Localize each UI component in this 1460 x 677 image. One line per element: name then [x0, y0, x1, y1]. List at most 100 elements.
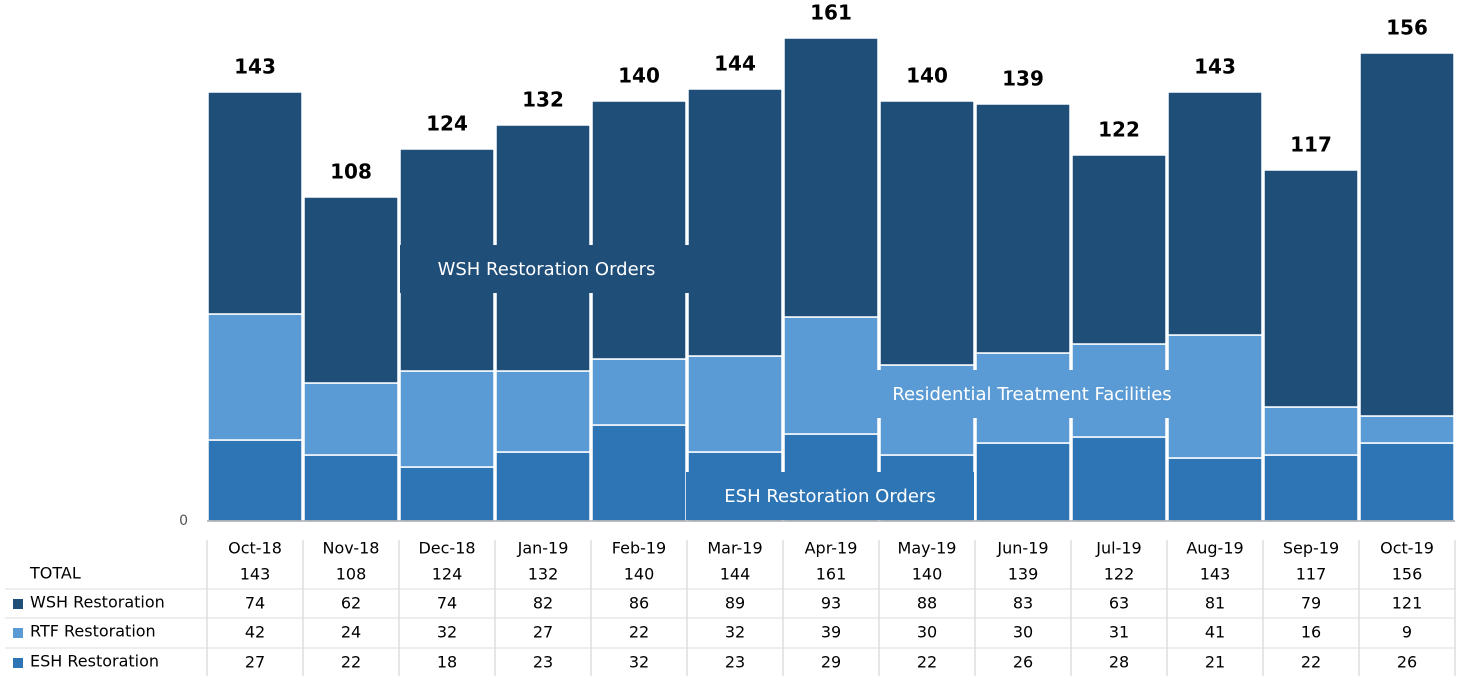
total-label: 122 [1098, 118, 1140, 142]
total-label: 108 [330, 160, 372, 184]
table-cell: 27 [533, 623, 553, 642]
table-cell: 22 [629, 623, 649, 642]
table-cell: 30 [917, 623, 937, 642]
table-cell: 18 [437, 653, 457, 672]
total-label: 140 [618, 64, 660, 88]
bar-segment [1071, 154, 1167, 345]
x-tick-label: Apr-19 [805, 539, 858, 558]
table-cell: 28 [1109, 653, 1129, 672]
bar-segment [1071, 436, 1167, 522]
total-label: 161 [810, 1, 852, 25]
bar-segment [591, 424, 687, 522]
bar-segment [1263, 454, 1359, 522]
table-cell: 140 [624, 565, 655, 584]
bar-segment [687, 355, 783, 453]
table-cell: 32 [629, 653, 649, 672]
table-cell: 161 [816, 565, 847, 584]
bar-segment [975, 442, 1071, 522]
bar-segment [1359, 52, 1455, 417]
bar-segment [591, 358, 687, 426]
bar-segment [591, 100, 687, 360]
table-cell: 74 [437, 594, 457, 613]
legend-swatch [13, 599, 23, 609]
table-cell: 31 [1109, 623, 1129, 642]
total-label: 144 [714, 52, 756, 76]
table-cell: 93 [821, 594, 841, 613]
legend-label: WSH Restoration [30, 593, 165, 612]
table-cell: 32 [725, 623, 745, 642]
table-cell: 62 [341, 594, 361, 613]
table-cell: 29 [821, 653, 841, 672]
table-cell: 30 [1013, 623, 1033, 642]
bar-segment [207, 439, 303, 522]
table-cell: 139 [1008, 565, 1039, 584]
table-cell: 79 [1301, 594, 1321, 613]
x-tick-label: Sep-19 [1283, 539, 1339, 558]
bar-segment [1263, 169, 1359, 408]
table-cell: 74 [245, 594, 265, 613]
table-cell: 124 [432, 565, 463, 584]
x-tick-label: Dec-18 [418, 539, 475, 558]
table-cell: 121 [1392, 594, 1423, 613]
table-cell: 132 [528, 565, 559, 584]
table-cell: 81 [1205, 594, 1225, 613]
table-cell: 26 [1013, 653, 1033, 672]
bar-segment [495, 370, 591, 453]
table-cell: 143 [1200, 565, 1231, 584]
total-label: 156 [1386, 16, 1428, 40]
bar-segment [687, 88, 783, 357]
bar-segment [1167, 457, 1263, 522]
table-row-label: TOTAL [29, 564, 81, 583]
bar-segment [1359, 442, 1455, 522]
table-cell: 22 [917, 653, 937, 672]
total-label: 117 [1290, 133, 1332, 157]
table-cell: 41 [1205, 623, 1225, 642]
table-cell: 63 [1109, 594, 1129, 613]
table-cell: 42 [245, 623, 265, 642]
table-cell: 86 [629, 594, 649, 613]
x-tick-label: Aug-19 [1186, 539, 1243, 558]
x-tick-label: Oct-19 [1380, 539, 1434, 558]
table-cell: 156 [1392, 565, 1423, 584]
table-cell: 26 [1397, 653, 1417, 672]
table-cell: 108 [336, 565, 367, 584]
total-label: 132 [522, 88, 564, 112]
bar-segment [975, 103, 1071, 354]
bar-segment [303, 454, 399, 522]
table-cell: 39 [821, 623, 841, 642]
bar-segment [1167, 91, 1263, 336]
x-tick-label: May-19 [898, 539, 957, 558]
bar-segment [495, 451, 591, 522]
bar-segment [879, 100, 975, 366]
x-tick-label: Jan-19 [517, 539, 569, 558]
total-label: 139 [1002, 67, 1044, 91]
table-cell: 21 [1205, 653, 1225, 672]
annotation-box [400, 245, 693, 293]
annotation: WSH Restoration Orders [438, 259, 656, 280]
table-cell: 32 [437, 623, 457, 642]
table-cell: 140 [912, 565, 943, 584]
x-tick-label: Jul-19 [1095, 539, 1141, 558]
x-tick-label: Jun-19 [996, 539, 1048, 558]
x-tick-label: Nov-18 [323, 539, 380, 558]
legend-label: ESH Restoration [30, 652, 159, 671]
bar-segment [399, 466, 495, 522]
table-cell: 83 [1013, 594, 1033, 613]
x-tick-label: Oct-18 [228, 539, 282, 558]
total-label: 140 [906, 64, 948, 88]
table-cell: 117 [1296, 565, 1327, 584]
bar-segment [207, 91, 303, 315]
bar-segment [207, 313, 303, 441]
table-cell: 22 [341, 653, 361, 672]
x-tick-label: Mar-19 [707, 539, 762, 558]
table-cell: 143 [240, 565, 271, 584]
y-tick-label: 0 [179, 513, 188, 529]
bar-segment [303, 196, 399, 384]
table-cell: 16 [1301, 623, 1321, 642]
bar-segment [399, 370, 495, 468]
table-cell: 122 [1104, 565, 1135, 584]
table-cell: 23 [725, 653, 745, 672]
bar-segment [1263, 406, 1359, 456]
annotation-box [686, 472, 974, 520]
